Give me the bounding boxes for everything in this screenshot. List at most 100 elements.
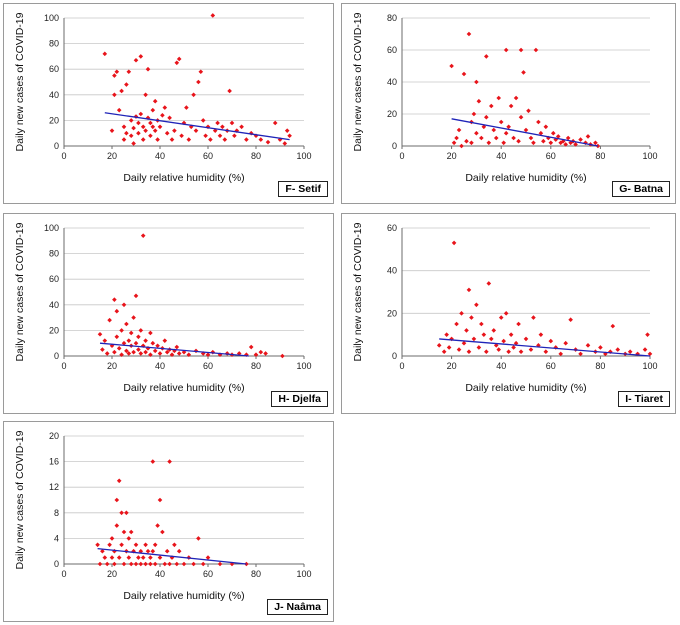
data-point xyxy=(196,79,201,85)
data-point xyxy=(272,120,278,126)
data-point xyxy=(486,140,492,146)
data-point xyxy=(543,349,549,355)
data-point xyxy=(578,137,583,142)
data-point xyxy=(536,343,541,348)
data-point xyxy=(121,302,127,308)
data-point xyxy=(164,349,170,355)
data-point xyxy=(131,141,136,146)
data-point xyxy=(258,349,264,355)
data-point xyxy=(263,351,268,356)
data-point xyxy=(157,124,163,130)
data-point xyxy=(585,343,591,348)
chart-label-batna: G- Batna xyxy=(612,181,670,197)
data-point xyxy=(152,128,158,133)
x-tick-label: 0 xyxy=(61,361,66,371)
data-point xyxy=(116,555,122,560)
panel-setif: 0 20 40 60 80 100 0 20 40 60 80 100 Daily relative h… xyxy=(3,3,334,204)
data-point xyxy=(136,555,141,560)
data-point xyxy=(186,137,192,142)
x-tick-label: 100 xyxy=(296,151,311,161)
data-point xyxy=(128,561,134,567)
data-point xyxy=(176,56,182,62)
data-point xyxy=(102,338,108,343)
y-tick-label: 0 xyxy=(392,141,397,151)
y-axis-title: Daily new cases of COVID-19 xyxy=(352,222,364,361)
data-point xyxy=(533,47,539,53)
x-tick-label: 80 xyxy=(251,361,261,371)
data-point xyxy=(454,135,459,141)
data-point xyxy=(148,352,153,358)
data-point xyxy=(143,338,148,343)
data-point xyxy=(516,321,521,327)
x-tick-label: 60 xyxy=(546,151,556,161)
data-point xyxy=(282,141,288,146)
data-point xyxy=(454,321,459,327)
data-point xyxy=(565,135,571,141)
y-tick-label: 100 xyxy=(44,223,59,233)
data-point xyxy=(133,293,139,299)
data-point xyxy=(215,120,220,126)
data-point xyxy=(191,92,196,98)
x-axis-title: Daily relative humidity (%) xyxy=(465,172,586,184)
data-point xyxy=(152,561,158,567)
data-point xyxy=(102,555,108,560)
data-point xyxy=(479,321,484,327)
chart-setif: 0 20 40 60 80 100 0 20 40 60 80 100 Daily relative h… xyxy=(14,12,312,184)
x-tick-label: 0 xyxy=(399,151,404,161)
chart-djelfa: 0 20 40 60 80 100 0 20 40 60 80 100 Daily relative h… xyxy=(14,222,312,394)
data-point xyxy=(593,140,598,146)
data-point xyxy=(136,334,141,340)
data-point xyxy=(148,330,153,336)
x-tick-label: 0 xyxy=(61,151,66,161)
data-point xyxy=(140,124,146,130)
data-point xyxy=(150,340,156,346)
data-point xyxy=(104,351,110,356)
data-point xyxy=(148,133,153,139)
x-axis-title: Daily relative humidity (%) xyxy=(123,590,244,602)
x-tick-label: 20 xyxy=(107,151,117,161)
data-point xyxy=(128,330,134,336)
data-point xyxy=(121,340,127,346)
y-tick-label: 8 xyxy=(54,508,59,518)
data-point xyxy=(150,459,156,464)
data-point xyxy=(119,328,124,333)
y-tick-label: 60 xyxy=(387,45,397,55)
data-point xyxy=(459,143,464,149)
y-tick-label: 0 xyxy=(54,351,59,361)
data-point xyxy=(568,317,573,323)
data-point xyxy=(191,561,196,567)
data-point xyxy=(138,351,144,356)
data-point xyxy=(155,137,160,142)
y-axis-title: Daily new cases of COVID-19 xyxy=(14,12,26,151)
data-point xyxy=(518,349,524,355)
y-tick-label: 80 xyxy=(49,39,59,49)
x-tick-label: 20 xyxy=(107,361,117,371)
data-point xyxy=(143,561,148,567)
data-point xyxy=(474,130,479,136)
data-point xyxy=(563,142,568,147)
data-point xyxy=(188,124,194,130)
data-point xyxy=(548,140,554,146)
data-point xyxy=(176,351,182,356)
data-point xyxy=(217,133,223,139)
data-point xyxy=(172,128,177,133)
data-point xyxy=(121,529,127,535)
x-tick-label: 100 xyxy=(296,361,311,371)
data-point xyxy=(615,347,621,352)
data-point xyxy=(627,349,633,355)
data-point xyxy=(107,542,112,548)
x-tick-label: 100 xyxy=(642,151,657,161)
data-point xyxy=(541,138,546,144)
data-point xyxy=(476,98,482,104)
data-point xyxy=(464,138,469,144)
data-point xyxy=(229,120,235,126)
data-point xyxy=(157,351,163,356)
data-point xyxy=(277,137,283,142)
data-point xyxy=(493,135,499,141)
data-point xyxy=(114,334,120,340)
data-point xyxy=(126,555,132,560)
data-point xyxy=(451,140,457,146)
data-point xyxy=(148,120,153,126)
data-point xyxy=(234,128,240,133)
data-point xyxy=(160,112,165,118)
